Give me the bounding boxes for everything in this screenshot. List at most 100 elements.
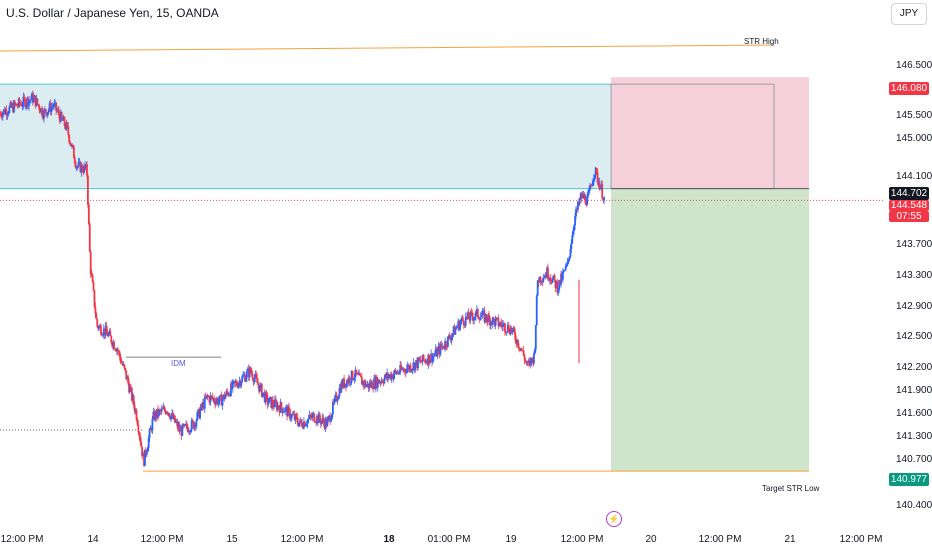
candle-body <box>58 110 60 116</box>
candle-body <box>450 336 453 341</box>
candle-body <box>87 204 90 224</box>
candle-body <box>168 412 171 417</box>
candle-body <box>562 270 565 272</box>
candle-body <box>72 146 75 159</box>
candle-body <box>552 275 555 279</box>
candle-body <box>203 396 206 409</box>
candle-body <box>84 165 86 169</box>
candle-body <box>307 418 310 420</box>
candle-body <box>598 181 601 190</box>
price-tick-label: 142.900 <box>896 301 932 312</box>
candle-body <box>245 371 248 378</box>
candle-body <box>418 359 421 361</box>
price-tick-label: 143.300 <box>896 270 932 281</box>
candle-body <box>338 388 341 397</box>
candle-body <box>341 382 344 388</box>
candle-body <box>240 382 243 386</box>
candle-body <box>13 101 15 113</box>
candle-body <box>500 322 503 325</box>
candle-body <box>580 193 583 198</box>
candle-body <box>570 243 573 250</box>
candle-body <box>466 312 469 319</box>
candle-body <box>491 317 494 325</box>
candle-body <box>260 384 263 397</box>
candle-body <box>68 134 71 143</box>
candle-body <box>432 356 434 363</box>
candle-body <box>489 317 491 326</box>
candle-body <box>26 97 29 105</box>
candle-body <box>214 401 216 405</box>
candle-body <box>43 109 46 111</box>
candle-body <box>225 391 228 396</box>
candle-body <box>554 280 557 288</box>
candle-body <box>464 316 467 326</box>
candle-body <box>204 396 207 398</box>
candle-body <box>597 181 600 183</box>
candle-body <box>1 112 4 118</box>
candle-body <box>544 274 547 278</box>
candle-body <box>86 175 89 205</box>
candle-body <box>309 414 312 417</box>
candle-body <box>121 362 124 366</box>
candle-body <box>123 364 126 368</box>
price-tick-label: 146.500 <box>896 60 932 71</box>
candle-body <box>200 404 202 411</box>
candle-body <box>70 143 72 147</box>
candle-body <box>594 167 597 175</box>
candle-body <box>19 104 22 105</box>
candle-body <box>514 332 517 340</box>
candle-body <box>278 407 281 413</box>
candle-body <box>311 414 314 419</box>
candle-body <box>599 187 602 190</box>
candle-body <box>331 413 333 419</box>
candle-body <box>272 400 274 406</box>
lightning-icon[interactable]: ⚡ <box>606 511 622 527</box>
candle-body <box>574 216 576 226</box>
candle-body <box>196 412 199 421</box>
candle-body <box>98 326 101 329</box>
candle-body <box>525 360 528 364</box>
candle-body <box>198 409 201 419</box>
candle-body <box>129 387 131 393</box>
candle-body <box>462 320 465 326</box>
candle-countdown-badge: 07:55 <box>889 211 929 222</box>
candle-body <box>40 108 43 113</box>
candle-body <box>282 411 285 413</box>
candle-body <box>474 316 476 319</box>
candle-body <box>111 342 114 347</box>
candle-body <box>523 355 526 361</box>
supply-zone <box>0 84 611 189</box>
candle-body <box>475 311 477 317</box>
candle-body <box>537 280 540 283</box>
candle-body <box>153 411 156 420</box>
candle-body <box>358 373 360 375</box>
candle-body <box>438 346 441 355</box>
candle-body <box>493 319 496 326</box>
candle-body <box>385 374 388 379</box>
candle-body <box>367 383 370 389</box>
candle-body <box>313 413 316 422</box>
candle-body <box>73 158 76 163</box>
candle-body <box>528 360 531 363</box>
candle-body <box>471 312 474 317</box>
candle-body <box>259 384 262 385</box>
candle-body <box>166 412 169 414</box>
lines-layer <box>0 44 885 472</box>
candle-body <box>226 391 229 393</box>
candle-body <box>380 380 383 383</box>
candle-body <box>375 376 377 389</box>
candle-body <box>534 325 537 350</box>
candle-body <box>6 114 9 116</box>
candle-body <box>130 387 132 389</box>
candle-body <box>328 415 331 418</box>
candle-body <box>133 405 136 412</box>
candle-body <box>29 99 32 101</box>
candle-body <box>581 193 584 198</box>
currency-button[interactable]: JPY <box>891 3 927 25</box>
candle-body <box>222 394 225 400</box>
candle-body <box>55 102 58 111</box>
candle-body <box>361 381 364 385</box>
candle-body <box>14 101 16 105</box>
